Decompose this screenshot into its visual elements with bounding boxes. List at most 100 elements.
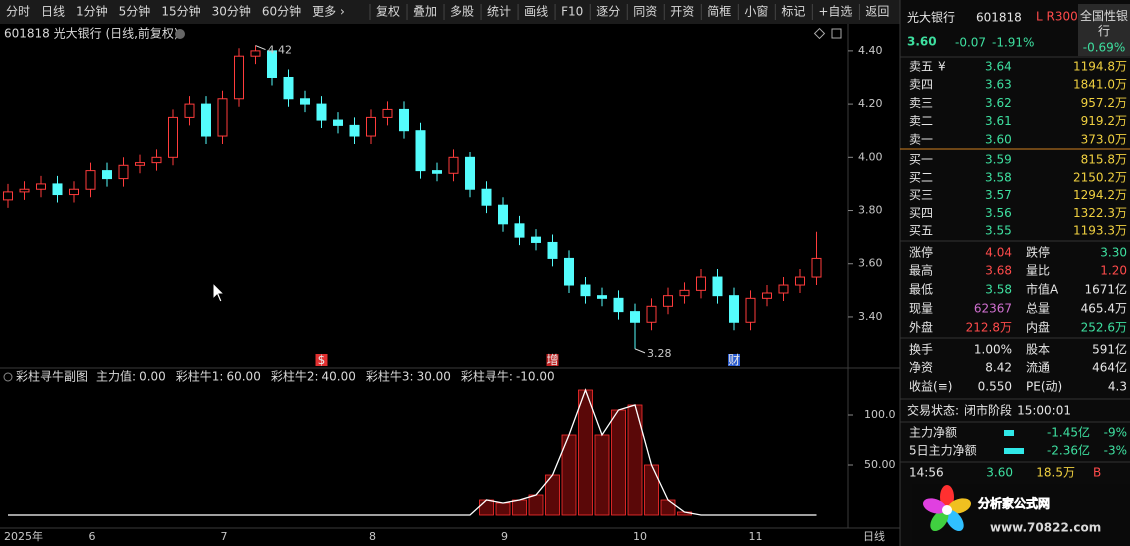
book-label: 买四 [909, 206, 933, 220]
chart-header: 601818 光大银行 (日线,前复权) [4, 26, 179, 41]
book-volume: 957.2万 [1081, 96, 1127, 110]
book-price: 3.56 [985, 206, 1012, 220]
candle-body [745, 297, 756, 323]
book-volume: 815.8万 [1081, 153, 1127, 167]
watermark-petal [945, 509, 964, 532]
toolbar [0, 0, 900, 24]
price-change: -0.07 [955, 36, 986, 50]
tool-button[interactable]: 开资 [670, 5, 694, 19]
period-tab[interactable]: 60分钟 [262, 4, 301, 19]
diamond-icon[interactable] [813, 27, 826, 40]
x-tick-label: 2025年 [4, 529, 43, 543]
candle-body [498, 204, 508, 225]
stat-value: 0.550 [978, 380, 1012, 394]
indicator-bar [594, 434, 610, 516]
book-price: 3.63 [985, 78, 1012, 92]
high-leader [255, 45, 266, 51]
tool-button[interactable]: 统计 [487, 5, 511, 19]
candle-body [399, 108, 409, 132]
candle-body [580, 284, 591, 297]
window-icon[interactable] [831, 28, 842, 39]
candle-body [52, 183, 63, 196]
candle-body [432, 170, 442, 174]
x-tick-label: 7 [221, 530, 228, 543]
book-price: 3.55 [985, 224, 1012, 238]
period-tab[interactable]: 15分钟 [161, 4, 200, 19]
tool-button[interactable]: 标记 [781, 5, 805, 19]
y-tick-label: 4.20 [858, 97, 883, 110]
sector-box[interactable] [1078, 4, 1130, 56]
period-tab[interactable]: 5分钟 [119, 4, 151, 19]
candle-body [3, 191, 13, 201]
stat-value: 62367 [974, 302, 1012, 316]
candle-body [36, 183, 46, 190]
flow-amount: -1.45亿 [1047, 425, 1090, 440]
book-price: 3.59 [985, 153, 1012, 167]
candle-body [151, 156, 162, 164]
legend-name: 彩柱牛3: [366, 369, 414, 384]
trade-status: 交易状态: [907, 403, 959, 418]
sector-name[interactable]: 全国性银行 [1080, 8, 1128, 38]
stat-value: 465.4万 [1081, 302, 1127, 316]
tool-button[interactable]: 画线 [524, 5, 548, 19]
stat-label: 市值A [1026, 282, 1059, 297]
tool-button[interactable]: F10 [561, 5, 583, 19]
book-volume: 1841.0万 [1073, 78, 1127, 92]
y-tick-label: 4.00 [858, 150, 883, 163]
event-label[interactable]: 财 [728, 353, 740, 367]
book-volume: 1193.3万 [1073, 224, 1127, 238]
candle-body [613, 297, 624, 313]
stat-value: 252.6万 [1081, 321, 1127, 335]
legend-value: -10.00 [516, 370, 555, 384]
tick-time: 14:56 [909, 466, 944, 480]
stat-label: 涨停 [909, 245, 933, 260]
watermark-petal [947, 498, 971, 514]
tool-button[interactable]: 简框 [707, 5, 731, 19]
stat-value: 464亿 [1092, 360, 1127, 375]
book-volume: 1294.2万 [1073, 188, 1127, 202]
legend-value: 30.00 [417, 370, 451, 384]
stock-name: 光大银行 [907, 11, 955, 25]
candle-body [168, 116, 178, 158]
tool-button[interactable]: +自选 [818, 5, 852, 19]
tool-button[interactable]: 复权 [376, 5, 400, 19]
book-label: 买一 [909, 153, 933, 167]
book-volume: 373.0万 [1081, 132, 1127, 146]
period-tab[interactable]: 1分钟 [76, 4, 108, 19]
stat-label: 净资 [909, 361, 933, 375]
candle-body [217, 98, 228, 137]
indicator-title: 彩柱寻牛副图 [16, 369, 88, 384]
candle-body [283, 76, 294, 100]
candle-body [564, 257, 574, 286]
tool-button[interactable]: 小窗 [744, 5, 768, 19]
indicator-icon[interactable] [3, 372, 13, 382]
candle-body [481, 188, 492, 206]
candle-body [811, 257, 822, 278]
period-tab[interactable]: 分时 [6, 5, 30, 19]
period-tab[interactable]: 更多 › [312, 5, 345, 19]
tool-button[interactable]: 多股 [450, 5, 474, 19]
tool-button[interactable]: 叠加 [413, 5, 437, 19]
candle-body [69, 188, 79, 196]
stat-label: PE(动) [1026, 380, 1062, 394]
tool-button[interactable]: 同资 [633, 5, 657, 19]
stat-value: 8.42 [985, 361, 1012, 375]
candle-body [234, 55, 244, 100]
watermark-url: www.70822.com [990, 521, 1101, 535]
period-tab[interactable]: 日线 [41, 5, 65, 19]
period-tab[interactable]: 30分钟 [212, 4, 251, 19]
candle-body [415, 130, 426, 172]
event-label[interactable]: $ [318, 353, 326, 367]
indicator-bar [512, 499, 527, 516]
stat-label: 量比 [1026, 264, 1050, 278]
book-label: 卖一 [909, 132, 933, 146]
stat-label: 股本 [1026, 343, 1050, 357]
candle-body [795, 276, 805, 286]
tool-button[interactable]: 逐分 [596, 5, 620, 19]
event-label[interactable]: 增 [546, 353, 558, 367]
header-icon[interactable] [175, 29, 185, 39]
candle-body [250, 50, 261, 57]
tool-button[interactable]: 返回 [865, 5, 889, 19]
stat-label: 最高 [909, 263, 933, 278]
candle-body [267, 50, 277, 78]
